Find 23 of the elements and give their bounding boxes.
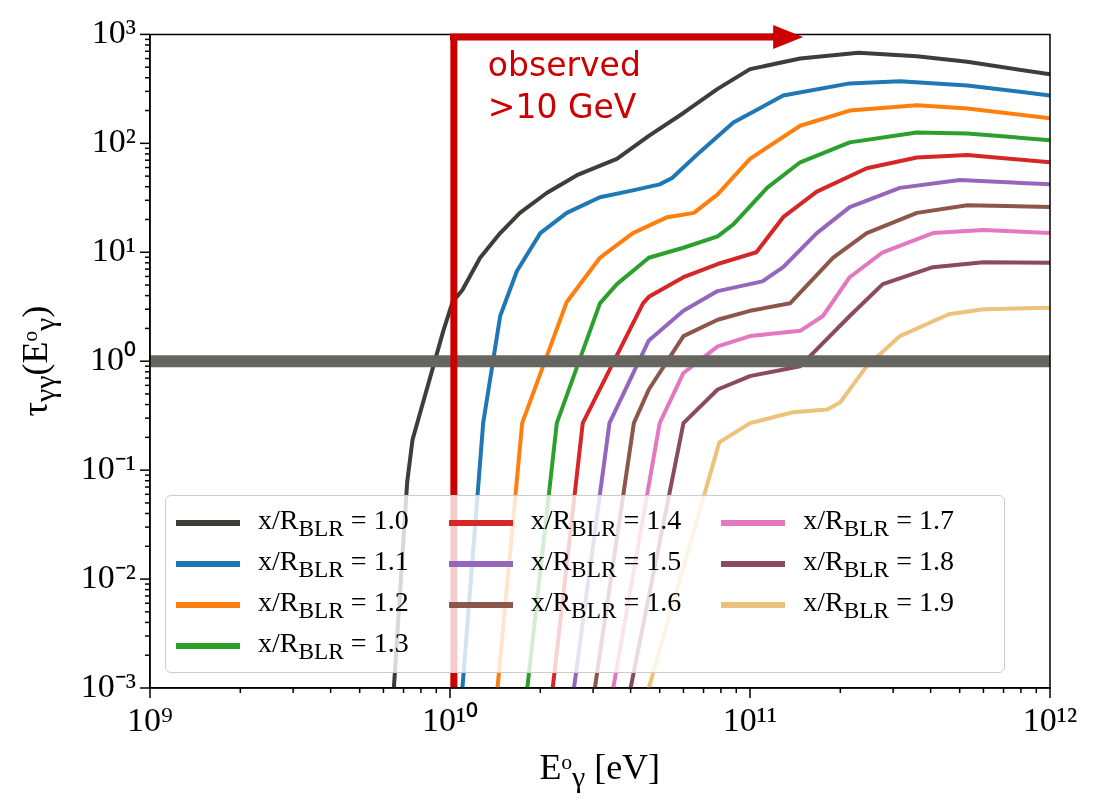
x-axis-title: Eᵒ$_{γ}$ [eV] [539,746,661,795]
y-tick-label: 10² [91,122,136,160]
legend-label: x/R$_{BLR}$ = 1.2 [258,585,409,624]
y-tick-label: 10³ [91,13,136,51]
legend-label: x/R$_{BLR}$ = 1.7 [803,503,954,542]
legend-label: x/R$_{BLR}$ = 1.6 [530,585,682,624]
y-tick-label: 10¹ [91,231,136,269]
x-tick-label: 10¹¹ [722,701,778,739]
y-tick-label: 10⁻³ [80,666,136,704]
y-tick-label: 10⁻² [80,557,136,595]
legend-label: x/R$_{BLR}$ = 1.0 [258,503,409,542]
x-tick-label: 10¹⁰ [421,701,479,739]
x-tick-label: 10¹² [1022,701,1078,739]
legend-label: x/R$_{BLR}$ = 1.5 [530,544,682,583]
legend-label: x/R$_{BLR}$ = 1.9 [803,585,954,624]
legend-label: x/R$_{BLR}$ = 1.4 [530,503,682,542]
legend-label: x/R$_{BLR}$ = 1.3 [258,626,409,665]
ref-line-label: observed >10 GeV [487,44,642,127]
legend-label: x/R$_{BLR}$ = 1.8 [803,544,954,583]
x-tick-label: 10⁹ [127,701,173,739]
y-tick-label: 10⁰ [90,340,136,378]
legend-label: x/R$_{BLR}$ = 1.1 [258,544,409,583]
y-tick-label: 10⁻¹ [80,449,136,487]
